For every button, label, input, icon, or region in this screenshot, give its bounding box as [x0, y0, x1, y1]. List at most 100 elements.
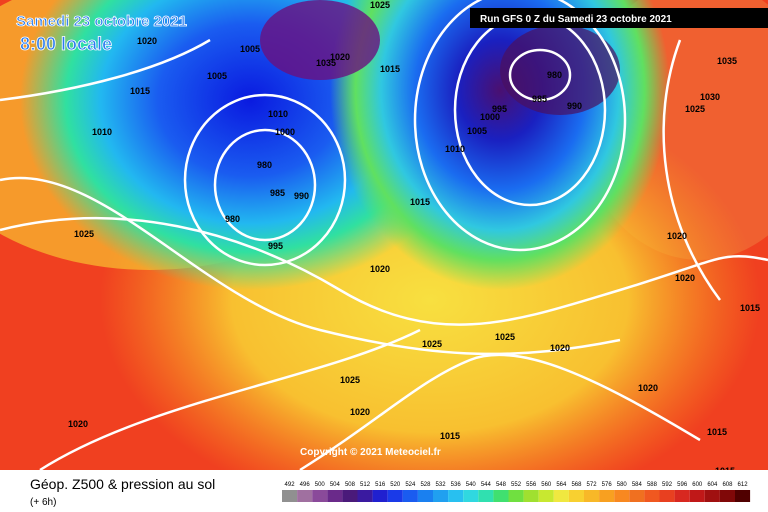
isobar-label: 1015	[380, 64, 400, 74]
isobar-label: 1035	[717, 56, 737, 66]
scale-label: 608	[722, 482, 733, 488]
scale-swatch	[463, 490, 479, 502]
isobar-label: 980	[225, 214, 240, 224]
isobar-label: 1020	[550, 343, 570, 353]
isobar-label: 1010	[268, 109, 288, 119]
scale-label: 580	[617, 482, 628, 488]
isobars	[0, 0, 768, 356]
isobar-label: 1010	[92, 127, 112, 137]
copyright: Copyright © 2021 Meteociel.fr	[300, 447, 441, 458]
isobar-label: 1005	[467, 126, 487, 136]
run-label: Run GFS 0 Z du Samedi 23 octobre 2021	[480, 14, 672, 25]
scale-swatch	[297, 490, 313, 502]
scale-label: 588	[647, 482, 658, 488]
scale-label: 516	[375, 482, 386, 488]
isobar-label: 1020	[638, 383, 658, 393]
scale-swatch	[493, 490, 509, 502]
scale-label: 548	[496, 482, 507, 488]
scale-swatch	[584, 490, 600, 502]
scale-swatch	[327, 490, 343, 502]
isobar-label: 1025	[370, 0, 390, 10]
isobar-label: 1025	[685, 104, 705, 114]
scale-swatch	[433, 490, 449, 502]
isobar-label: 1005	[207, 71, 227, 81]
isobar-label: 995	[492, 104, 507, 114]
scale-label: 572	[587, 482, 598, 488]
isobar-label: 1020	[330, 52, 350, 62]
scale-swatch	[659, 490, 675, 502]
scale-label: 576	[602, 482, 613, 488]
scale-label: 492	[285, 482, 296, 488]
scale-swatch	[282, 490, 298, 502]
scale-label: 544	[481, 482, 492, 488]
scale-swatch	[629, 490, 645, 502]
isobar-label: 1020	[675, 273, 695, 283]
isobar-label: 1020	[68, 419, 88, 429]
isobar-label: 1025	[74, 229, 94, 239]
scale-label: 556	[526, 482, 537, 488]
isobar-label: 1000	[480, 112, 500, 122]
scale-label: 560	[541, 482, 552, 488]
scale-swatch	[644, 490, 660, 502]
scale-label: 520	[390, 482, 401, 488]
scale-swatch	[357, 490, 373, 502]
scale-swatch	[387, 490, 403, 502]
isobar-label: 1005	[240, 44, 260, 54]
isobar-label: 1000	[275, 127, 295, 137]
run-box	[470, 8, 768, 28]
scale-label: 568	[571, 482, 582, 488]
scale-swatch	[599, 490, 615, 502]
isobar-label: 990	[567, 101, 582, 111]
scale-swatch	[689, 490, 705, 502]
scale-label: 596	[677, 482, 688, 488]
isobar-label: 1025	[495, 332, 515, 342]
scale-swatch	[735, 490, 751, 502]
isobar-label: 1020	[370, 264, 390, 274]
isobar-label: 1020	[137, 36, 157, 46]
scale-swatch	[614, 490, 630, 502]
footer-subtitle: (+ 6h)	[30, 497, 56, 508]
time-label: 8:00 locale	[20, 34, 112, 54]
scale-swatch	[568, 490, 584, 502]
scale-label: 600	[692, 482, 703, 488]
scale-swatch	[372, 490, 388, 502]
isobar-label: 1030	[700, 92, 720, 102]
isobar-label: 985	[270, 188, 285, 198]
scale-label: 532	[436, 482, 447, 488]
scale-swatch	[417, 490, 433, 502]
date-label: Samedi 23 octobre 2021	[16, 13, 187, 30]
isobar-label: 1015	[707, 427, 727, 437]
isobar-label: 1025	[340, 375, 360, 385]
scale-swatch	[719, 490, 735, 502]
isobar-label: 985	[532, 94, 547, 104]
scale-label: 508	[345, 482, 356, 488]
scale-label: 496	[300, 482, 311, 488]
scale-swatch	[553, 490, 569, 502]
isobar-label: 1010	[445, 144, 465, 154]
scale-swatch	[448, 490, 464, 502]
isobar-label: 1015	[740, 303, 760, 313]
deep-low	[500, 25, 620, 115]
isobar-label: 1025	[422, 339, 442, 349]
footer-title: Géop. Z500 & pression au sol	[30, 476, 215, 492]
isobar-label: 1015	[440, 431, 460, 441]
scale-label: 564	[556, 482, 567, 488]
isobar-label: 1020	[667, 231, 687, 241]
scale-label: 552	[511, 482, 522, 488]
scale-label: 528	[420, 482, 431, 488]
scale-swatch	[478, 490, 494, 502]
scale-swatch	[538, 490, 554, 502]
scale-swatch	[312, 490, 328, 502]
scale-label: 604	[707, 482, 718, 488]
isobar-label: 1015	[410, 197, 430, 207]
scale-swatch	[674, 490, 690, 502]
scale-label: 504	[330, 482, 341, 488]
scale-label: 540	[466, 482, 477, 488]
scale-swatch	[704, 490, 720, 502]
isobar-label: 1015	[130, 86, 150, 96]
scale-label: 612	[738, 482, 749, 488]
scale-swatch	[342, 490, 358, 502]
isobar-label: 980	[547, 70, 562, 80]
scale-swatch	[402, 490, 418, 502]
